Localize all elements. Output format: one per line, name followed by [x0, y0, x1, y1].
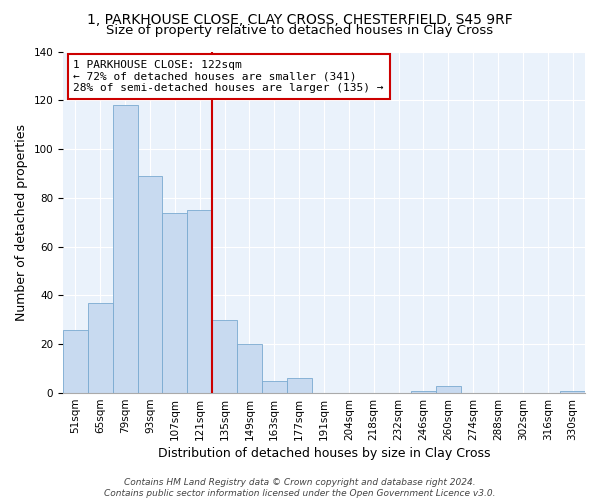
Bar: [187, 210, 212, 393]
Text: Contains HM Land Registry data © Crown copyright and database right 2024.
Contai: Contains HM Land Registry data © Crown c…: [104, 478, 496, 498]
Y-axis label: Number of detached properties: Number of detached properties: [15, 124, 28, 321]
X-axis label: Distribution of detached houses by size in Clay Cross: Distribution of detached houses by size …: [158, 447, 490, 460]
Bar: [436, 386, 461, 393]
Bar: [212, 320, 237, 393]
Bar: [163, 212, 187, 393]
Bar: [560, 390, 585, 393]
Bar: [88, 303, 113, 393]
Bar: [262, 381, 287, 393]
Bar: [287, 378, 311, 393]
Bar: [237, 344, 262, 393]
Bar: [63, 330, 88, 393]
Bar: [411, 390, 436, 393]
Text: Size of property relative to detached houses in Clay Cross: Size of property relative to detached ho…: [106, 24, 494, 37]
Text: 1 PARKHOUSE CLOSE: 122sqm
← 72% of detached houses are smaller (341)
28% of semi: 1 PARKHOUSE CLOSE: 122sqm ← 72% of detac…: [73, 60, 384, 93]
Text: 1, PARKHOUSE CLOSE, CLAY CROSS, CHESTERFIELD, S45 9RF: 1, PARKHOUSE CLOSE, CLAY CROSS, CHESTERF…: [87, 12, 513, 26]
Bar: [113, 105, 137, 393]
Bar: [137, 176, 163, 393]
